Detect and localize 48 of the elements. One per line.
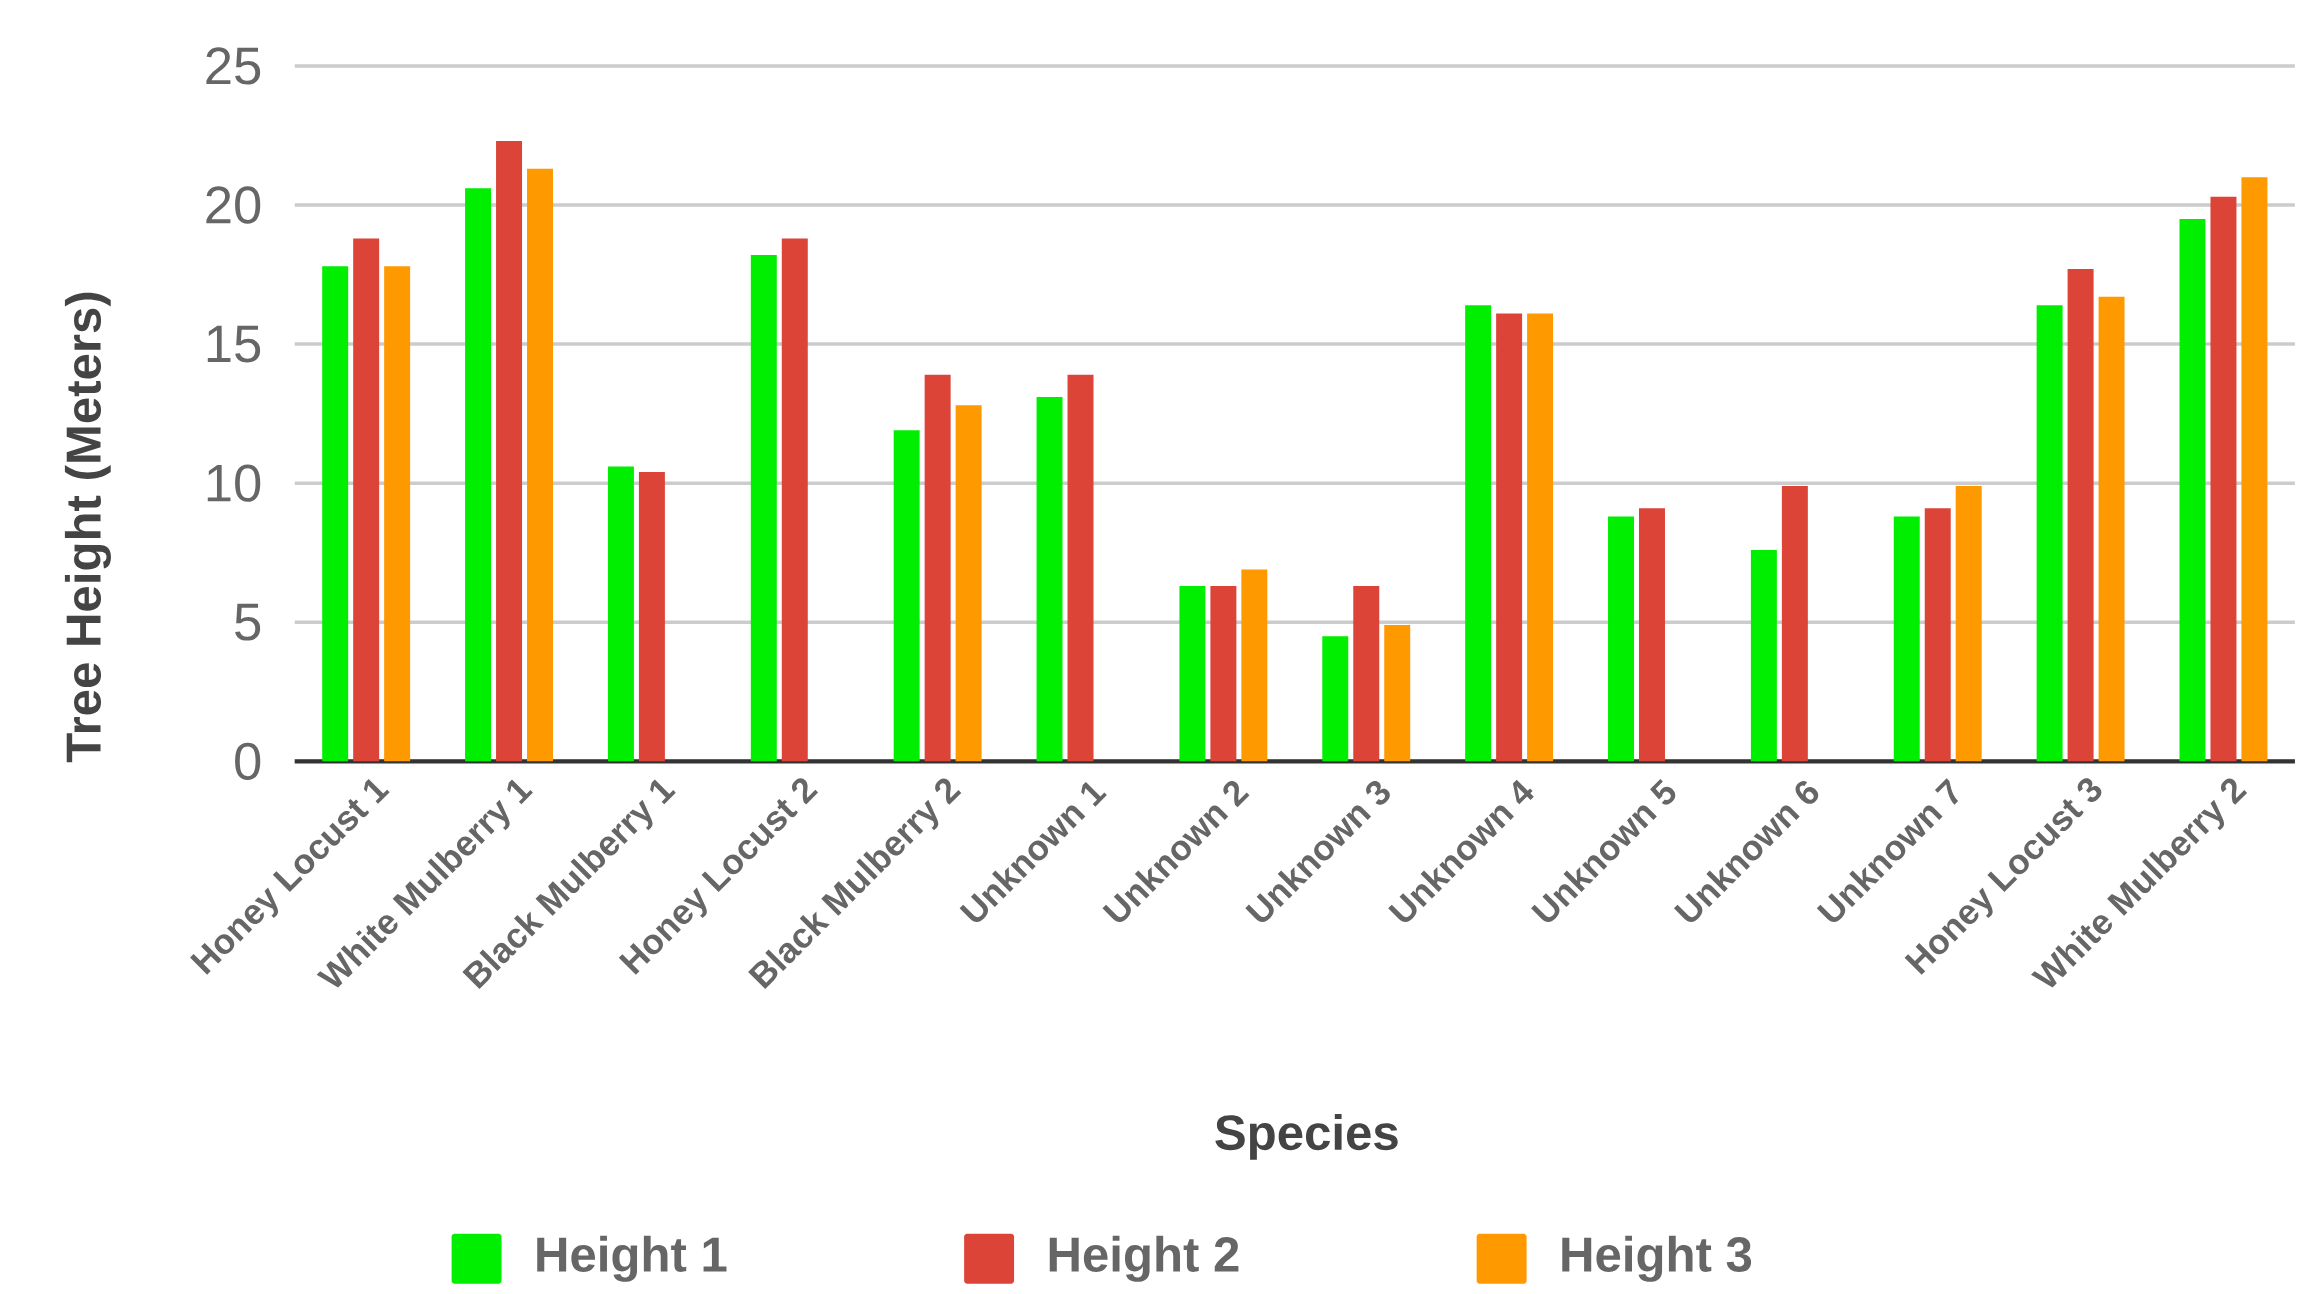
y-tick-label: 20 bbox=[206, 186, 261, 224]
bar bbox=[465, 188, 492, 762]
legend-label: Height 2 bbox=[1049, 1236, 1239, 1283]
y-tick-label: 15 bbox=[207, 325, 261, 363]
legend-label: Height 3 bbox=[1562, 1236, 1752, 1283]
bar bbox=[1036, 397, 1063, 762]
bar bbox=[955, 405, 982, 762]
bar bbox=[384, 266, 411, 762]
y-axis-title: Tree Height (Meters) bbox=[64, 292, 111, 763]
bar bbox=[2179, 219, 2206, 762]
bar bbox=[1241, 569, 1268, 762]
bar bbox=[322, 266, 349, 762]
y-tick-label: 10 bbox=[207, 464, 261, 502]
y-tick-label: 5 bbox=[235, 604, 261, 641]
bar bbox=[638, 472, 665, 762]
x-axis-title: Species bbox=[1215, 1114, 1398, 1161]
bar bbox=[1527, 313, 1554, 762]
bar bbox=[496, 141, 523, 762]
bar bbox=[2241, 177, 2268, 762]
bar bbox=[1924, 508, 1951, 762]
bar bbox=[2210, 196, 2237, 762]
y-tick-label: 0 bbox=[235, 742, 261, 781]
bar bbox=[527, 169, 553, 762]
bar bbox=[1179, 586, 1206, 762]
bar bbox=[1322, 636, 1349, 762]
bar bbox=[1465, 305, 1492, 762]
y-tick-label: 25 bbox=[206, 47, 261, 85]
bar bbox=[924, 374, 951, 762]
bar bbox=[893, 430, 920, 762]
bar bbox=[353, 238, 380, 762]
bar bbox=[750, 255, 777, 762]
bar bbox=[607, 466, 634, 762]
bar bbox=[1639, 508, 1665, 762]
bar bbox=[1781, 486, 1808, 762]
bar bbox=[781, 238, 808, 762]
bar bbox=[1384, 625, 1411, 762]
bar bbox=[2067, 269, 2094, 762]
bar bbox=[1750, 550, 1777, 762]
bar bbox=[1067, 374, 1094, 762]
bar bbox=[1496, 313, 1523, 762]
bar bbox=[1353, 586, 1380, 762]
bar bbox=[1955, 486, 1982, 762]
bar bbox=[2036, 305, 2063, 762]
legend-label: Height 1 bbox=[537, 1236, 727, 1283]
bar bbox=[1893, 516, 1920, 762]
bar bbox=[1608, 516, 1635, 762]
bar bbox=[1210, 586, 1237, 762]
bar bbox=[2098, 297, 2125, 762]
